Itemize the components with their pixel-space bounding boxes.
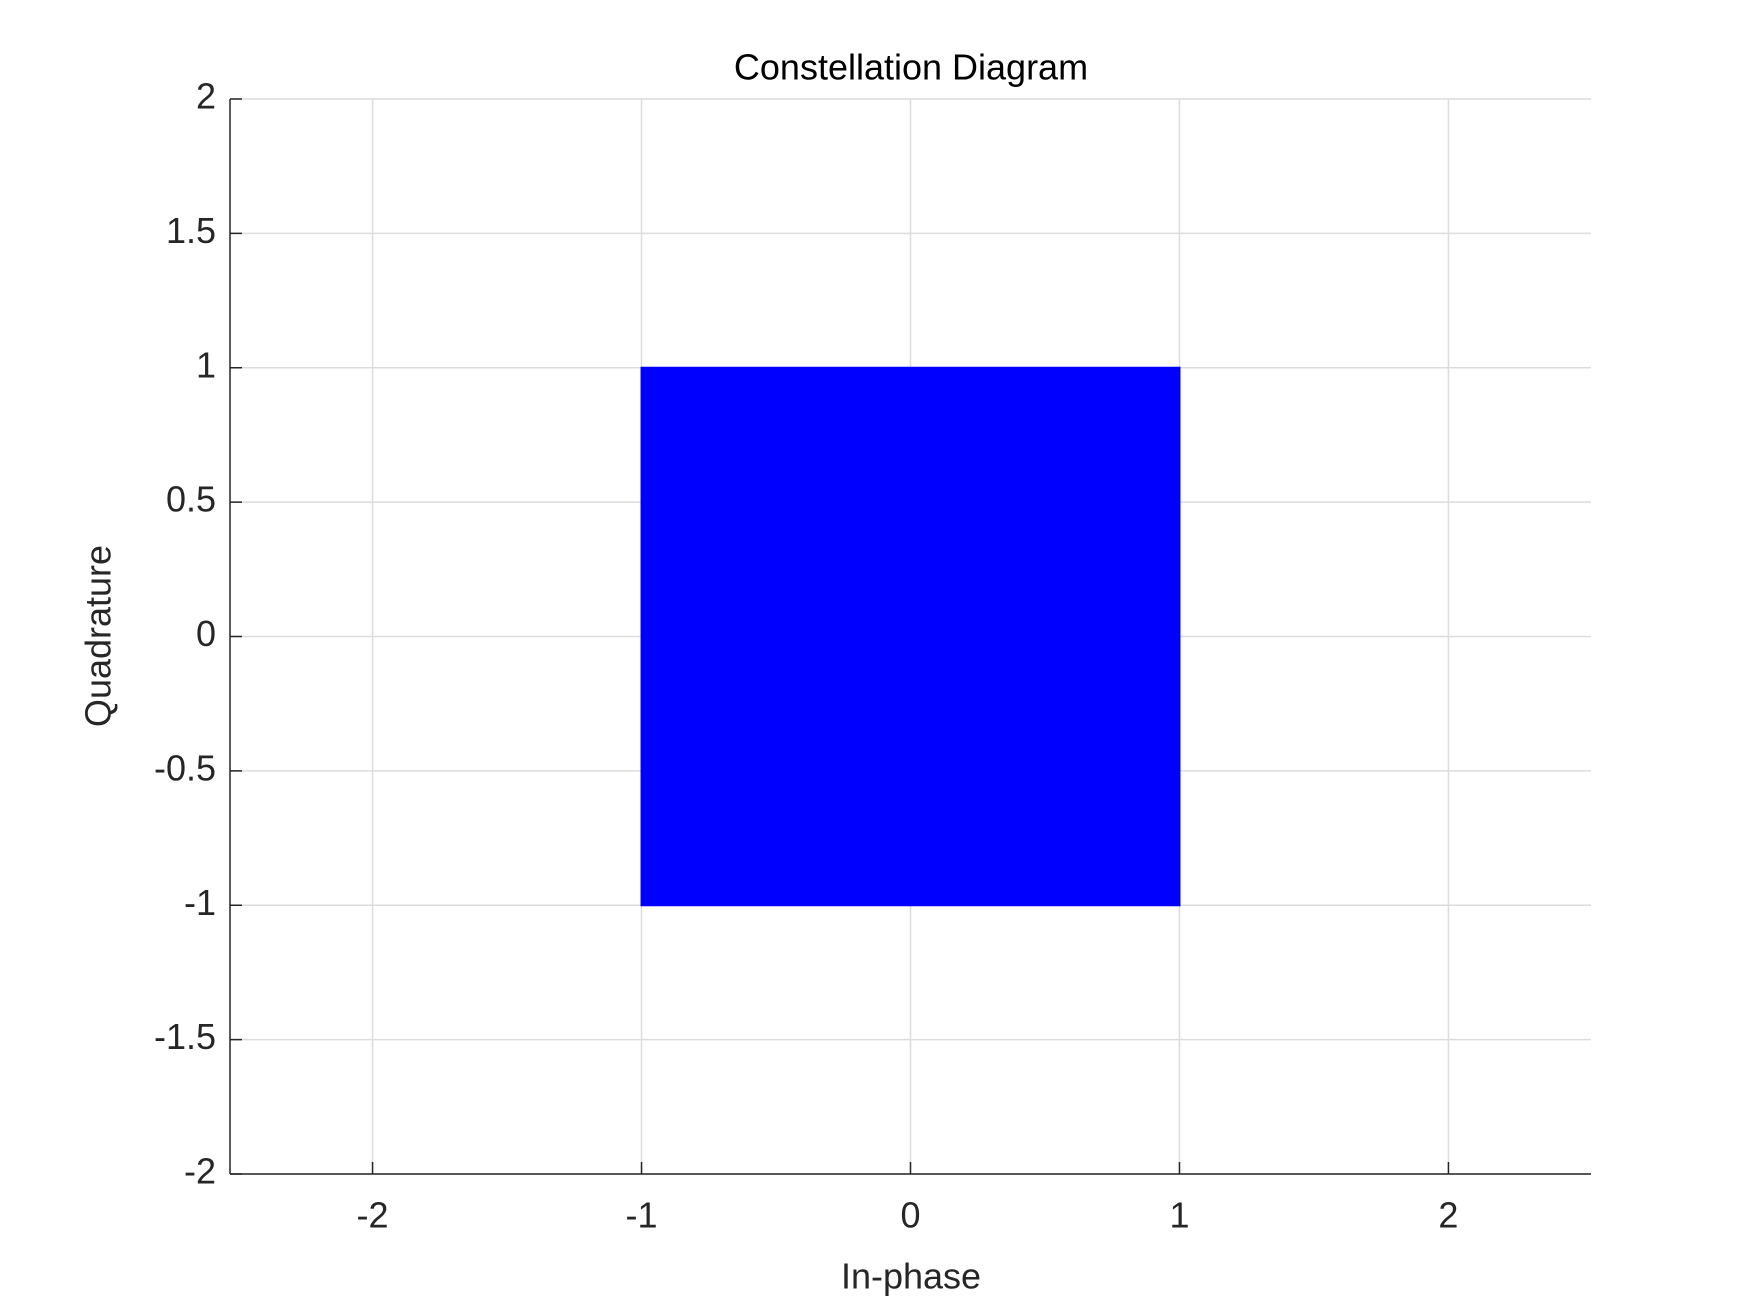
y-tick-label: 2 <box>196 76 216 117</box>
y-tick-label: -1.5 <box>154 1016 216 1057</box>
y-axis-label: Quadrature <box>78 545 119 727</box>
y-tick-label: -0.5 <box>154 747 216 788</box>
y-tick-label: 1.5 <box>166 210 216 251</box>
x-tick-label: 0 <box>900 1195 920 1236</box>
x-tick-label: -2 <box>357 1195 389 1236</box>
y-tick-label: 0.5 <box>166 479 216 520</box>
x-tick-label: 1 <box>1169 1195 1189 1236</box>
y-tick-label: 1 <box>196 344 216 385</box>
constellation-region <box>640 366 1181 907</box>
x-axis-label: In-phase <box>841 1256 981 1297</box>
x-tick-label: -1 <box>626 1195 658 1236</box>
chart-title: Constellation Diagram <box>734 47 1088 88</box>
x-tick-label: 2 <box>1438 1195 1458 1236</box>
y-tick-label: -2 <box>184 1151 216 1192</box>
y-tick-label: 0 <box>196 613 216 654</box>
y-tick-label: -1 <box>184 882 216 923</box>
